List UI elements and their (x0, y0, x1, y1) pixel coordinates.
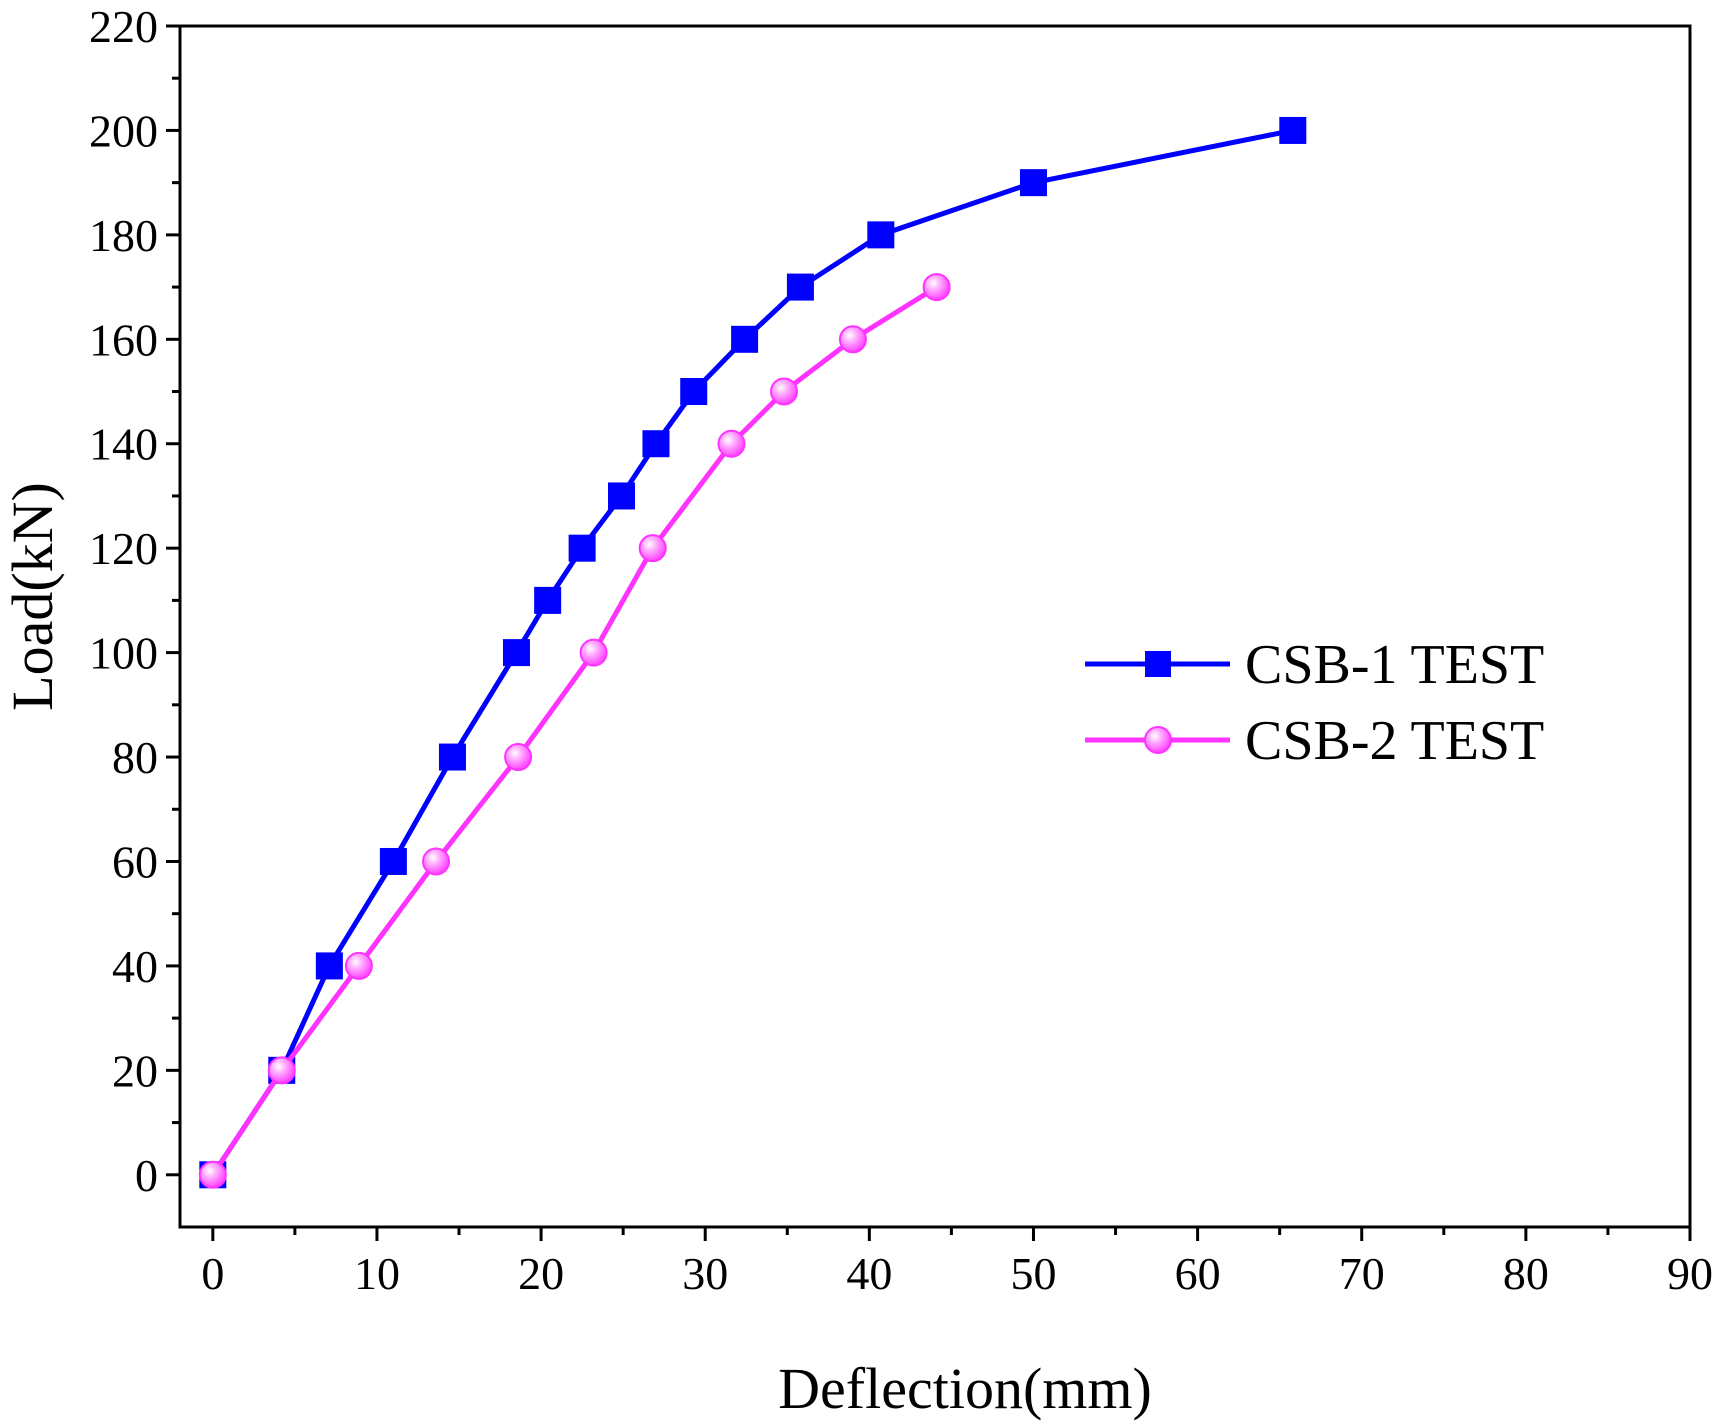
x-tick-label: 50 (1010, 1248, 1056, 1299)
data-point (1279, 116, 1307, 144)
y-tick-label: 160 (89, 314, 158, 365)
data-point (608, 482, 636, 510)
data-point (579, 638, 608, 667)
data-point (638, 534, 667, 563)
y-tick-label: 20 (112, 1045, 158, 1096)
y-tick-label: 220 (89, 1, 158, 52)
data-point (786, 273, 814, 301)
x-tick-label: 40 (846, 1248, 892, 1299)
x-tick-label: 80 (1503, 1248, 1549, 1299)
x-tick-label: 60 (1175, 1248, 1221, 1299)
y-tick-label: 0 (135, 1150, 158, 1201)
data-point (198, 1160, 227, 1189)
data-point (267, 1056, 296, 1085)
data-point (344, 951, 373, 980)
y-tick-label: 180 (89, 210, 158, 261)
x-tick-label: 20 (518, 1248, 564, 1299)
series-1 (199, 116, 1307, 1189)
y-tick-label: 80 (112, 732, 158, 783)
data-point (534, 586, 562, 614)
data-point (770, 377, 798, 406)
x-tick-label: 0 (201, 1248, 224, 1299)
data-point (642, 430, 670, 458)
x-tick-label: 70 (1339, 1248, 1385, 1299)
y-tick-label: 100 (89, 628, 158, 679)
data-point (502, 639, 530, 667)
legend-item: CSB-2 TEST (1085, 710, 1544, 772)
data-point (422, 847, 451, 876)
legend-marker (1144, 726, 1172, 754)
data-point (504, 743, 533, 772)
x-tick-label: 10 (354, 1248, 400, 1299)
data-point (922, 273, 951, 302)
legend-label: CSB-1 TEST (1245, 634, 1544, 696)
data-point (1019, 169, 1047, 197)
y-tick-label: 60 (112, 836, 158, 887)
series-line (210, 127, 1294, 1177)
data-point (680, 378, 708, 406)
y-tick-label: 200 (89, 105, 158, 156)
x-tick-label: 30 (682, 1248, 728, 1299)
data-point (838, 325, 867, 354)
plot-frame (178, 24, 1692, 1229)
legend-marker (1145, 651, 1171, 677)
data-point (315, 952, 343, 980)
legend-item: CSB-1 TEST (1085, 634, 1544, 696)
y-tick-label: 140 (89, 419, 158, 470)
y-tick-label: 40 (112, 941, 158, 992)
legend-label: CSB-2 TEST (1245, 710, 1544, 772)
series-line (210, 284, 938, 1177)
data-point (717, 429, 746, 458)
data-point (568, 534, 596, 562)
data-point (438, 743, 466, 771)
data-point (379, 847, 407, 875)
series-2 (198, 273, 951, 1189)
x-axis-title: Deflection(mm) (778, 1356, 1152, 1421)
data-point (731, 325, 759, 353)
x-tick-label: 90 (1667, 1248, 1713, 1299)
data-point (867, 221, 895, 249)
y-tick-label: 120 (89, 523, 158, 574)
y-axis-title: Load(kN) (0, 482, 65, 711)
